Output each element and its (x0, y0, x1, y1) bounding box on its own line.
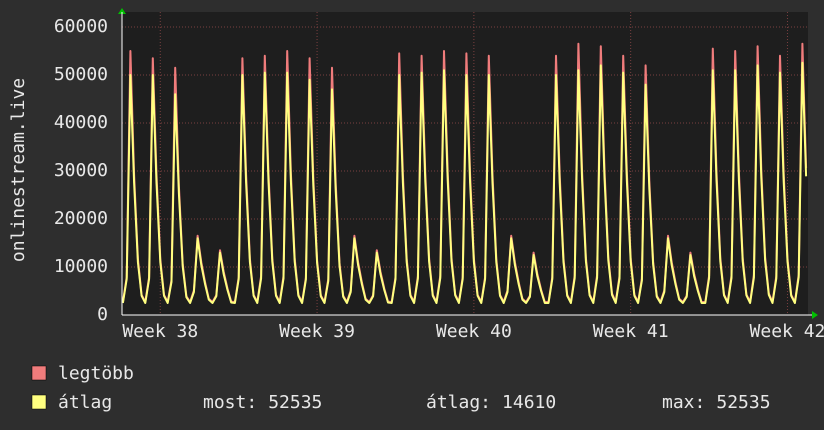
legend-swatch (31, 365, 47, 381)
y-tick-label: 10000 (54, 256, 108, 277)
y-tick-label: 50000 (54, 64, 108, 85)
legend-swatch (31, 394, 47, 410)
y-tick-label: 40000 (54, 112, 108, 133)
series-line (121, 61, 808, 304)
stat-value: 52535 (716, 392, 770, 413)
stat: most: 52535 (203, 392, 322, 413)
x-tick-label: Week 40 (436, 321, 512, 342)
y-tick-label: 20000 (54, 208, 108, 229)
y-tick-label: 30000 (54, 160, 108, 181)
x-tick-label: Week 38 (122, 321, 198, 342)
stat-label: átlag: (426, 392, 491, 413)
stat-label: most: (203, 392, 257, 413)
y-tick-label: 60000 (54, 16, 108, 37)
stat: átlag: 14610 (426, 392, 556, 413)
x-tick-label: Week 42 (750, 321, 824, 342)
stat: max: 52535 (662, 392, 771, 413)
stat-label: max: (662, 392, 705, 413)
y-tick-label: 0 (97, 304, 108, 325)
legend-label: legtöbb (58, 363, 134, 384)
legend-label: átlag (58, 392, 112, 413)
x-tick-label: Week 41 (593, 321, 669, 342)
y-axis-label: onlinestream.live (8, 78, 29, 262)
stat-value: 52535 (268, 392, 322, 413)
axis-arrow (118, 8, 126, 14)
stat-value: 14610 (502, 392, 556, 413)
x-tick-label: Week 39 (279, 321, 355, 342)
axis-arrow (812, 311, 818, 319)
